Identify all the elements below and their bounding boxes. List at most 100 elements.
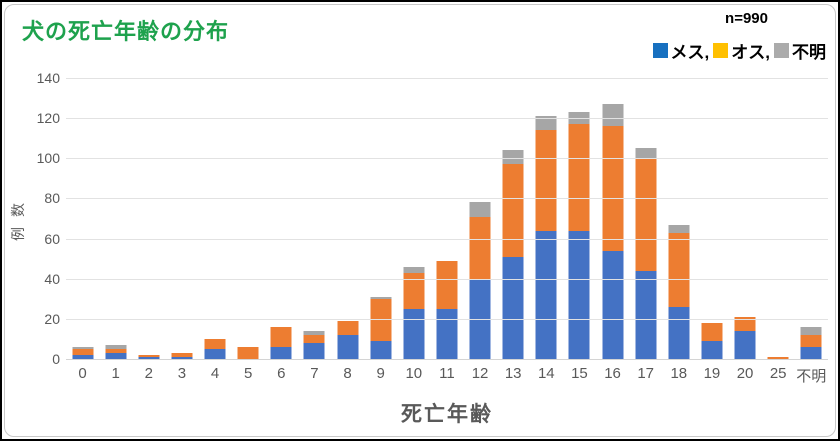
bar-column-4 [199,78,232,359]
bar-segment-オス [138,355,160,357]
bar-segment-オス [767,357,789,359]
legend-item-osu: オス, [713,38,770,63]
bar-column-2 [132,78,165,359]
gridline [66,78,828,79]
x-axis-tick-label: 1 [111,365,120,382]
bar-segment-メス [337,334,359,359]
x-axis-title: 死亡年齢 [401,403,493,426]
stacked-bar-7 [303,330,325,359]
x-axis-tick-label: 0 [78,365,87,382]
bar-segment-オス [535,130,557,231]
bar-segment-不明 [469,202,491,217]
bar-segment-オス [237,346,259,359]
bar-column-14 [530,78,563,359]
x-axis-tick-label: 13 [504,365,522,382]
stacked-bar-18 [668,224,690,359]
bar-segment-オス [403,272,425,309]
legend-label: 不明 [792,43,826,62]
bar-column-7 [298,78,331,359]
stacked-bar-16 [602,104,624,359]
x-axis-tick-label: 3 [177,365,187,382]
bar-segment-オス [204,338,226,349]
bar-column-6 [265,78,298,359]
stacked-bar-3 [171,353,193,359]
stacked-bar-9 [370,296,392,359]
stacked-bar-12 [469,202,491,359]
x-axis-tick-label: 10 [405,365,423,382]
bar-segment-メス [72,355,94,359]
bar-column-12 [464,78,497,359]
sample-size-label: n=990 [725,10,768,27]
x-axis-tick-label: 7 [310,365,319,382]
bar-segment-オス [602,126,624,251]
y-axis-tick-label: 40 [44,270,60,287]
bar-segment-オス [370,298,392,341]
stacked-bar-17 [635,148,657,359]
bar-segment-不明 [502,150,524,165]
y-axis-tick-label: 140 [36,70,60,86]
stacked-bar-4 [204,338,226,359]
bar-segment-オス [337,320,359,335]
bar-segment-オス [800,334,822,347]
x-axis-tick-label: 15 [571,365,588,382]
stacked-bar-14 [535,116,557,359]
stacked-bar-10 [403,266,425,359]
bar-segment-メス [568,230,590,359]
gridline [66,158,828,160]
x-axis-tick-label: 18 [670,365,688,382]
bar-segment-メス [270,346,292,359]
legend-swatch-mesu [652,43,668,58]
gridline [66,198,828,200]
stacked-bar-11 [436,260,458,359]
bar-segment-不明 [635,148,657,159]
stacked-bar-不明 [800,326,822,359]
bar-segment-オス [668,232,690,307]
y-axis-title: 例数 [10,193,26,241]
chart-card-border [4,4,836,437]
bar-segment-不明 [72,346,94,349]
gridline [66,238,828,240]
y-axis-tick-label: 120 [36,110,60,127]
x-axis-tick-label: 17 [637,365,655,382]
bar-column-不明 [795,78,828,359]
bar-segment-オス [502,164,524,257]
bar-column-0 [66,78,99,359]
plot-area: 0 20 40 60 80 100 120 140 [37,70,828,367]
bar-segment-メス [800,346,822,359]
x-axis-tick-label: 不明 [796,368,827,385]
bar-segment-メス [535,230,557,359]
bar-segment-不明 [105,344,127,349]
x-axis-line [66,359,828,360]
bar-segment-オス [171,353,193,357]
bar-segment-オス [72,348,94,355]
stacked-bar-5 [237,346,259,359]
legend-item-fumei: 不明 [774,38,826,63]
stacked-bar-19 [701,322,723,359]
bar-column-20 [729,78,762,359]
bar-column-25 [762,78,795,359]
bar-segment-オス [734,316,756,331]
x-axis-tick-label: 5 [244,365,253,382]
legend-item-mesu: メス, [652,38,709,63]
bar-segment-オス [701,322,723,341]
x-axis-tick-label: 6 [277,365,286,382]
bar-segment-メス [502,256,524,359]
legend-label: オス, [731,43,770,62]
stacked-bar-2 [138,355,160,359]
bar-segment-メス [602,250,624,359]
x-axis-tick-label: 9 [376,365,385,382]
bar-segment-メス [635,270,657,359]
x-axis-tick-label: 2 [144,365,153,382]
bar-segment-オス [635,158,657,271]
stacked-bar-6 [270,326,292,359]
y-axis-tick-label: 80 [44,190,60,207]
stacked-bar-13 [502,150,524,359]
stacked-bar-0 [72,346,94,359]
x-axis-tick-label: 11 [439,365,455,382]
bar-column-9 [364,78,397,359]
bar-segment-メス [204,348,226,359]
bar-column-13 [497,78,530,359]
bar-segment-メス [303,342,325,359]
y-axis-tick-label: 20 [44,310,60,327]
bar-segment-メス [138,357,160,359]
